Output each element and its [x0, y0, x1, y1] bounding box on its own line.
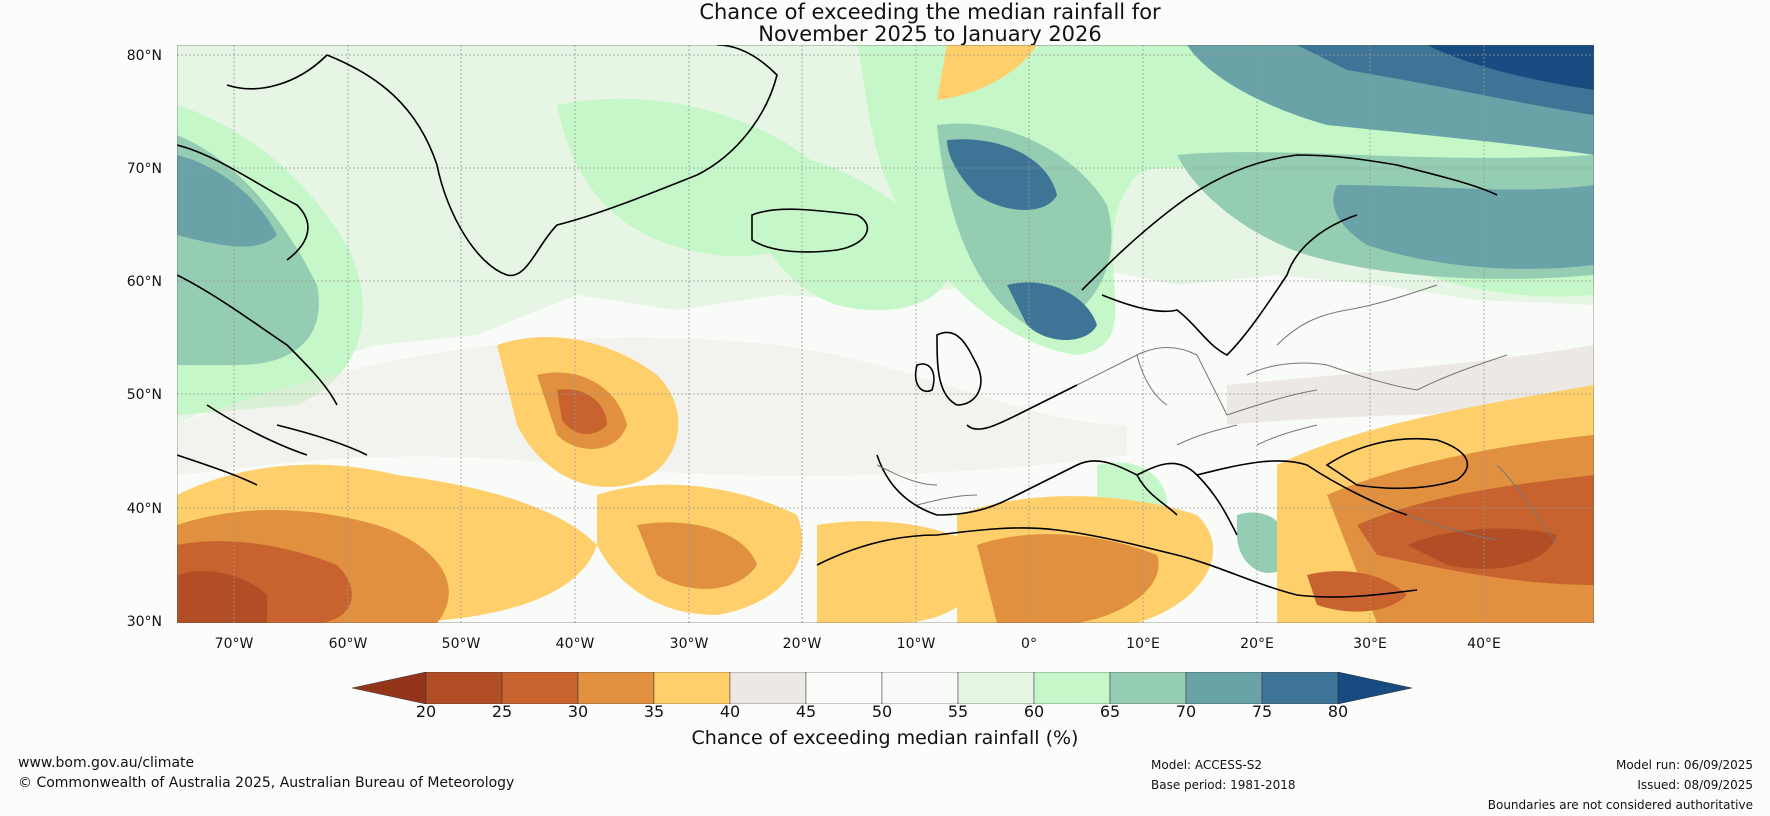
lon-label-0: 0° — [1021, 636, 1037, 652]
lon-label-30w: 30°W — [669, 636, 709, 652]
colorbar-tick-label: 35 — [643, 702, 665, 721]
colorbar-segment — [1261, 672, 1339, 704]
model-text: Model: ACCESS-S2 — [1151, 758, 1263, 772]
colorbar-tick-label: 30 — [567, 702, 589, 721]
colorbar-segment — [425, 672, 503, 704]
lon-label-20e: 20°E — [1240, 636, 1274, 652]
colorbar-segment — [805, 672, 883, 704]
colorbar — [352, 672, 1413, 704]
dry-anomaly-layer — [177, 45, 1594, 623]
colorbar-tick-label: 50 — [871, 702, 893, 721]
colorbar-under-arrow — [352, 672, 427, 704]
website-link[interactable]: www.bom.gov.au/climate — [18, 755, 195, 771]
rainfall-map — [177, 45, 1594, 623]
disclaimer-text: Boundaries are not considered authoritat… — [1487, 798, 1753, 812]
lat-label-80n: 80°N — [126, 48, 162, 64]
colorbar-tick-label: 20 — [415, 702, 437, 721]
copyright-text: © Commonwealth of Australia 2025, Austra… — [18, 775, 515, 791]
colorbar-segment — [729, 672, 807, 704]
lat-label-30n: 30°N — [126, 614, 162, 630]
colorbar-tick-label: 75 — [1251, 702, 1273, 721]
country-borders — [876, 284, 1558, 546]
gridlines — [177, 45, 1594, 623]
lon-label-20w: 20°W — [782, 636, 822, 652]
colorbar-tick-label: 45 — [795, 702, 817, 721]
colorbar-label: Chance of exceeding median rainfall (%) — [691, 727, 1079, 749]
coastlines — [177, 45, 1498, 598]
colorbar-segment — [1185, 672, 1263, 704]
colorbar-segment — [881, 672, 959, 704]
colorbar-tick-label: 65 — [1099, 702, 1121, 721]
colorbar-segment — [653, 672, 731, 704]
lon-label-40e: 40°E — [1467, 636, 1501, 652]
lon-label-50w: 50°W — [441, 636, 481, 652]
colorbar-tick-label: 55 — [947, 702, 969, 721]
colorbar-over-arrow — [1337, 672, 1413, 704]
lon-label-10e: 10°E — [1126, 636, 1160, 652]
colorbar-tick-label: 25 — [491, 702, 513, 721]
lon-label-10w: 10°W — [896, 636, 936, 652]
lon-label-70w: 70°W — [214, 636, 254, 652]
lat-label-70n: 70°N — [126, 161, 162, 177]
base-period-text: Base period: 1981-2018 — [1151, 778, 1296, 792]
colorbar-tick-label: 40 — [719, 702, 741, 721]
colorbar-tick-label: 70 — [1175, 702, 1197, 721]
map-title-line2: November 2025 to January 2026 — [758, 22, 1102, 46]
colorbar-tick-label: 80 — [1327, 702, 1349, 721]
lat-label-50n: 50°N — [126, 387, 162, 403]
lat-label-60n: 60°N — [126, 274, 162, 290]
colorbar-tick-label: 60 — [1023, 702, 1045, 721]
colorbar-segment — [957, 672, 1035, 704]
colorbar-segment — [1109, 672, 1187, 704]
colorbar-segment — [577, 672, 655, 704]
lon-label-40w: 40°W — [555, 636, 595, 652]
lon-label-60w: 60°W — [328, 636, 368, 652]
model-run-text: Model run: 06/09/2025 — [1615, 758, 1753, 772]
colorbar-segment — [1033, 672, 1111, 704]
lon-label-30e: 30°E — [1353, 636, 1387, 652]
wet-anomaly-layer — [177, 45, 1594, 574]
map-title-line1: Chance of exceeding the median rainfall … — [699, 0, 1161, 24]
colorbar-segment — [501, 672, 579, 704]
issued-text: Issued: 08/09/2025 — [1637, 778, 1753, 792]
lat-label-40n: 40°N — [126, 501, 162, 517]
